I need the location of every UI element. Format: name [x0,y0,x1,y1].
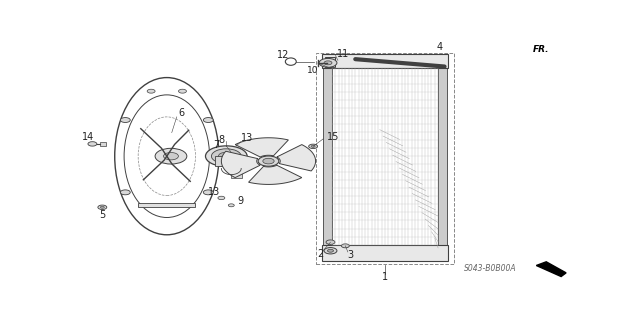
Text: 10: 10 [307,66,319,75]
Text: 3: 3 [348,250,353,260]
Circle shape [120,118,131,122]
Circle shape [120,190,131,195]
Circle shape [324,61,332,65]
Bar [322,54,448,68]
Polygon shape [221,151,260,178]
Text: 2: 2 [317,249,324,259]
Bar [231,173,242,178]
Circle shape [311,145,315,147]
Circle shape [147,89,155,93]
Text: 1: 1 [382,271,388,282]
Circle shape [328,249,333,252]
Text: 13: 13 [208,187,220,197]
Circle shape [218,152,234,160]
Circle shape [164,152,179,160]
Circle shape [319,58,337,67]
Text: 7: 7 [213,140,220,150]
Text: 15: 15 [327,132,339,142]
Circle shape [98,205,107,210]
Circle shape [258,156,279,166]
Bar [438,68,447,245]
Circle shape [205,146,247,167]
Circle shape [308,144,317,149]
Circle shape [263,158,274,164]
Bar [324,57,335,67]
Circle shape [204,118,213,122]
Bar [138,203,195,207]
Circle shape [211,149,241,164]
Text: S043-B0B00A: S043-B0B00A [464,264,516,273]
Circle shape [341,244,349,248]
Text: 12: 12 [277,50,289,61]
Text: 4: 4 [436,42,443,52]
Text: FR.: FR. [532,45,549,54]
Polygon shape [536,262,566,277]
Circle shape [204,190,213,195]
Bar [216,156,237,167]
Bar [212,150,223,162]
Polygon shape [235,138,289,157]
Ellipse shape [124,95,209,218]
Bar [100,142,106,146]
Text: 13: 13 [241,133,253,144]
Circle shape [155,148,187,164]
Text: 6: 6 [179,108,185,118]
Text: 8: 8 [218,135,225,145]
Polygon shape [248,165,302,184]
Circle shape [324,248,337,254]
Polygon shape [277,145,316,171]
Bar [323,68,332,245]
Text: 9: 9 [237,196,243,206]
Circle shape [228,204,234,207]
Circle shape [88,142,97,146]
Circle shape [179,89,186,93]
Bar [322,245,448,261]
Circle shape [326,240,335,244]
Circle shape [218,196,225,200]
Circle shape [223,154,230,158]
Ellipse shape [115,78,219,235]
Bar [316,53,454,264]
Text: 5: 5 [99,210,106,220]
Text: 11: 11 [337,49,349,59]
Text: 14: 14 [83,131,95,142]
Circle shape [100,206,104,208]
